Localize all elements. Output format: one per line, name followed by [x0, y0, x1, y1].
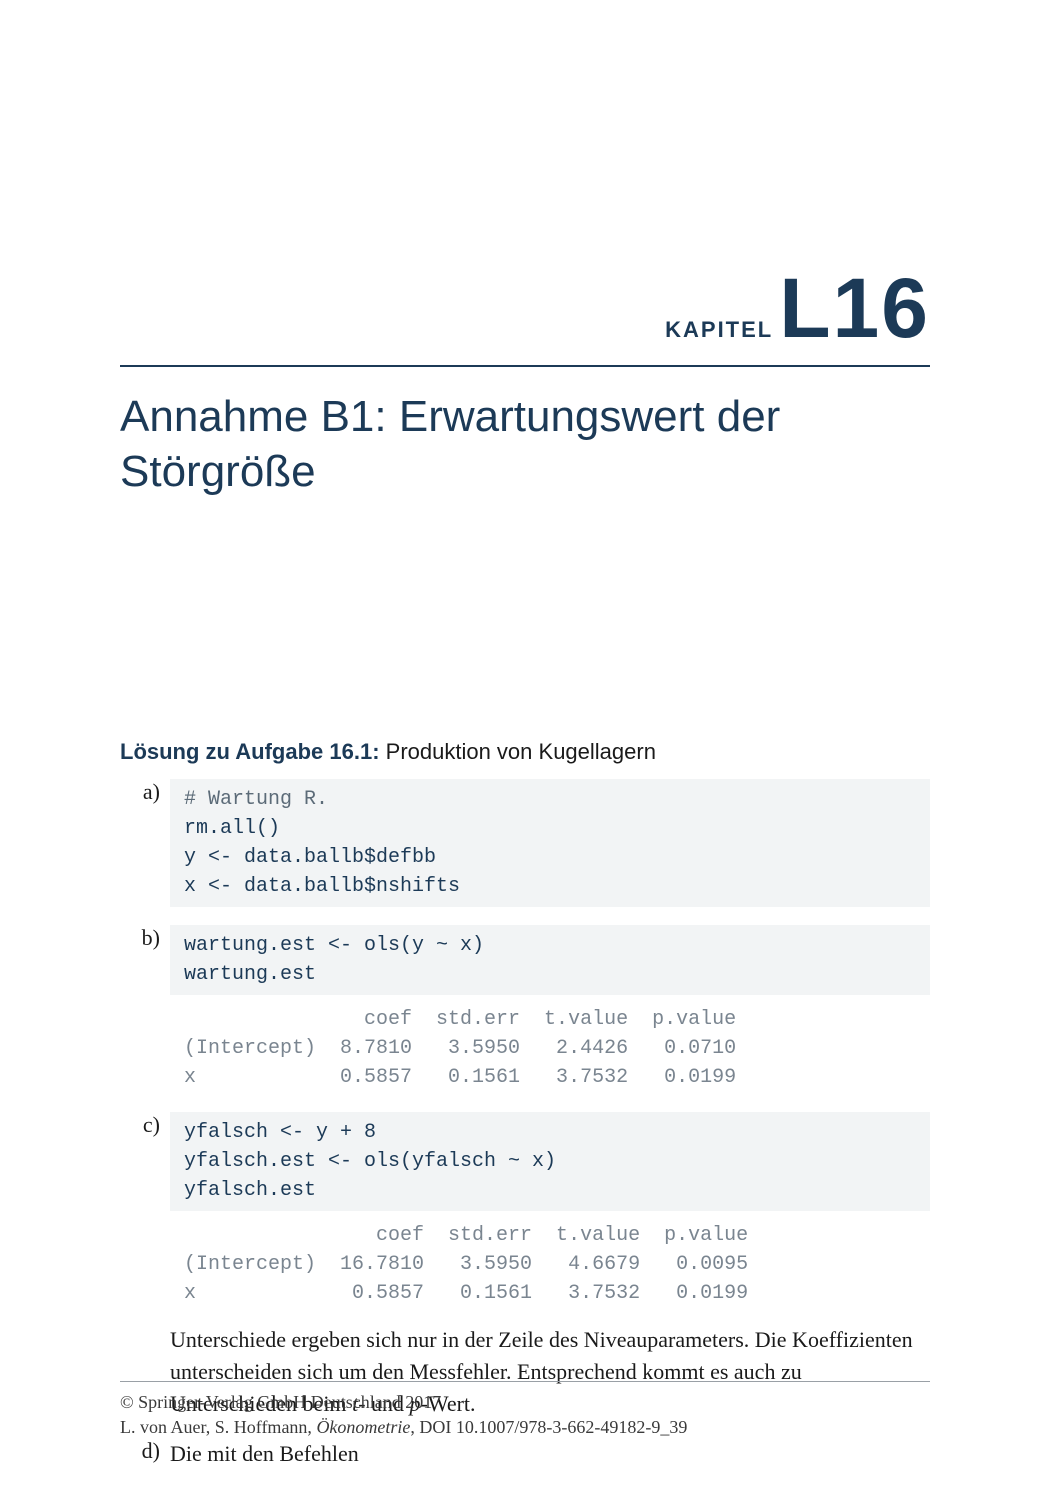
item-d-text: Die mit den Befehlen: [170, 1438, 930, 1470]
output-block-b: coef std.err t.value p.value(Intercept) …: [170, 995, 930, 1094]
chapter-code: L16: [779, 261, 930, 355]
solution-heading: Lösung zu Aufgabe 16.1: Produktion von K…: [120, 739, 930, 765]
code-line: rm.all(): [184, 814, 916, 843]
item-a: a) # Wartung R.rm.all()y <- data.ballb$d…: [120, 779, 930, 907]
footer-copyright: © Springer-Verlag GmbH Deutschland 2017: [120, 1390, 930, 1415]
item-label-b: b): [120, 925, 170, 951]
output-line: (Intercept) 16.7810 3.5950 4.6679 0.0095: [184, 1250, 916, 1279]
item-label-c: c): [120, 1112, 170, 1138]
page: KAPITELL16 Annahme B1: Erwartungswert de…: [0, 0, 1050, 1500]
item-d: d) Die mit den Befehlen: [120, 1438, 930, 1470]
chapter-title: Annahme B1: Erwartungswert der Störgröße: [120, 389, 930, 499]
footer-citation-title: Ökonometrie: [316, 1417, 410, 1437]
chapter-head: KAPITELL16: [120, 260, 930, 357]
code-block-b: wartung.est <- ols(y ~ x)wartung.est: [170, 925, 930, 995]
output-line: coef std.err t.value p.value: [184, 1005, 916, 1034]
solution-heading-bold: Lösung zu Aufgabe 16.1:: [120, 739, 380, 764]
output-line: x 0.5857 0.1561 3.7532 0.0199: [184, 1279, 916, 1308]
footer-citation-pre: L. von Auer, S. Hoffmann,: [120, 1417, 316, 1437]
code-line: yfalsch <- y + 8: [184, 1118, 916, 1147]
code-line: wartung.est: [184, 960, 916, 989]
output-line: coef std.err t.value p.value: [184, 1221, 916, 1250]
footer-citation-post: , DOI 10.1007/978-3-662-49182-9_39: [410, 1417, 687, 1437]
item-body-d: Die mit den Befehlen: [170, 1438, 930, 1470]
item-c: c) yfalsch <- y + 8yfalsch.est <- ols(yf…: [120, 1112, 930, 1420]
item-b: b) wartung.est <- ols(y ~ x)wartung.est …: [120, 925, 930, 1094]
page-footer: © Springer-Verlag GmbH Deutschland 2017 …: [120, 1381, 930, 1440]
code-line: yfalsch.est <- ols(yfalsch ~ x): [184, 1147, 916, 1176]
code-line: y <- data.ballb$defbb: [184, 843, 916, 872]
item-label-a: a): [120, 779, 170, 805]
code-line: wartung.est <- ols(y ~ x): [184, 931, 916, 960]
output-line: (Intercept) 8.7810 3.5950 2.4426 0.0710: [184, 1034, 916, 1063]
code-line: # Wartung R.: [184, 785, 916, 814]
code-block-c: yfalsch <- y + 8yfalsch.est <- ols(yfals…: [170, 1112, 930, 1211]
item-label-d: d): [120, 1438, 170, 1464]
kapitel-label: KAPITEL: [665, 317, 773, 342]
solution-heading-title: Produktion von Kugellagern: [380, 739, 656, 764]
code-block-a: # Wartung R.rm.all()y <- data.ballb$defb…: [170, 779, 930, 907]
item-body-a: # Wartung R.rm.all()y <- data.ballb$defb…: [170, 779, 930, 907]
chapter-rule: [120, 365, 930, 367]
item-body-b: wartung.est <- ols(y ~ x)wartung.est coe…: [170, 925, 930, 1094]
code-line: yfalsch.est: [184, 1176, 916, 1205]
code-line: x <- data.ballb$nshifts: [184, 872, 916, 901]
output-line: x 0.5857 0.1561 3.7532 0.0199: [184, 1063, 916, 1092]
item-body-c: yfalsch <- y + 8yfalsch.est <- ols(yfals…: [170, 1112, 930, 1420]
output-block-c: coef std.err t.value p.value(Intercept) …: [170, 1211, 930, 1310]
footer-citation: L. von Auer, S. Hoffmann, Ökonometrie, D…: [120, 1415, 930, 1440]
